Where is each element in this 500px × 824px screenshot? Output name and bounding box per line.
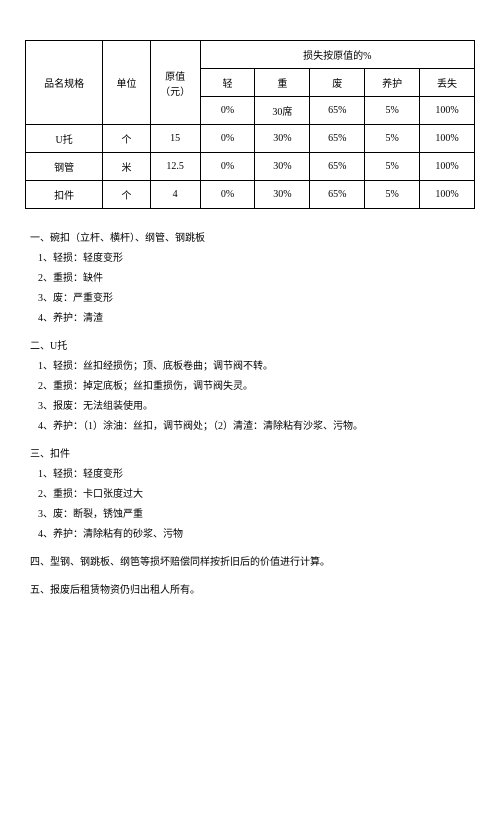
list-item: 4、养护：清除粘有的砂浆、污物 (30, 525, 475, 544)
list-item: 1、轻损：丝扣经损伤；顶、底板卷曲；调节阀不转。 (30, 357, 475, 376)
cell-spec: U托 (26, 125, 103, 153)
cell-val: 30% (255, 153, 310, 181)
th-rate: 100% (420, 97, 475, 125)
cell-val: 0% (200, 153, 255, 181)
cell-val: 65% (310, 125, 365, 153)
cell-orig: 4 (150, 181, 200, 209)
list-item: 2、重损：卡口张度过大 (30, 485, 475, 504)
list-item: 3、废：严重变形 (30, 289, 475, 308)
cell-val: 5% (365, 153, 420, 181)
section-title: 三、扣件 (30, 445, 475, 464)
th-col: 废 (310, 69, 365, 97)
cell-val: 0% (200, 181, 255, 209)
list-item: 2、重损：缺件 (30, 269, 475, 288)
section-title: 四、型钢、钢跳板、纲笆等损坏赔偿同样按折旧后的价值进行计算。 (30, 553, 475, 572)
cell-val: 100% (420, 181, 475, 209)
list-item: 1、轻损：轻度变形 (30, 465, 475, 484)
list-item: 4、养护：（1）涂油：丝扣，调节阀处；（2）清渣：清除粘有沙浆、污物。 (30, 417, 475, 436)
th-rate: 5% (365, 97, 420, 125)
th-unit: 单位 (103, 41, 150, 125)
list-item: 3、报废：无法组装使用。 (30, 397, 475, 416)
th-col: 养护 (365, 69, 420, 97)
th-spec: 品名规格 (26, 41, 103, 125)
list-item: 2、重损：掉定底板；丝扣重损伤，调节阀失灵。 (30, 377, 475, 396)
cell-val: 5% (365, 181, 420, 209)
th-loss-header: 损失按原值的% (200, 41, 474, 69)
th-orig: 原值（元） (150, 41, 200, 125)
cell-unit: 米 (103, 153, 150, 181)
th-col: 丢失 (420, 69, 475, 97)
section-title: 一、碗扣（立杆、横杆）、纲管、钢跳板 (30, 229, 475, 248)
table-row: 扣件 个 4 0% 30% 65% 5% 100% (26, 181, 475, 209)
th-rate: 30席 (255, 97, 310, 125)
th-rate: 65% (310, 97, 365, 125)
cell-val: 100% (420, 125, 475, 153)
cell-orig: 12.5 (150, 153, 200, 181)
cell-val: 30% (255, 125, 310, 153)
cell-unit: 个 (103, 125, 150, 153)
list-item: 3、废：断裂，锈蚀严重 (30, 505, 475, 524)
list-item: 4、养护：清渣 (30, 309, 475, 328)
cell-spec: 钢管 (26, 153, 103, 181)
section-title: 五、报废后租赁物资仍归出租人所有。 (30, 581, 475, 600)
cell-val: 100% (420, 153, 475, 181)
table-row: U托 个 15 0% 30% 65% 5% 100% (26, 125, 475, 153)
cell-spec: 扣件 (26, 181, 103, 209)
th-col: 轻 (200, 69, 255, 97)
loss-rate-table: 品名规格 单位 原值（元） 损失按原值的% 轻 重 废 养护 丢失 0% 30席… (25, 40, 475, 209)
damage-notes: 一、碗扣（立杆、横杆）、纲管、钢跳板 1、轻损：轻度变形 2、重损：缺件 3、废… (25, 229, 475, 600)
cell-unit: 个 (103, 181, 150, 209)
th-col: 重 (255, 69, 310, 97)
cell-val: 65% (310, 153, 365, 181)
cell-val: 65% (310, 181, 365, 209)
table-row: 钢管 米 12.5 0% 30% 65% 5% 100% (26, 153, 475, 181)
cell-val: 5% (365, 125, 420, 153)
section-title: 二、U托 (30, 337, 475, 356)
cell-val: 0% (200, 125, 255, 153)
cell-orig: 15 (150, 125, 200, 153)
cell-val: 30% (255, 181, 310, 209)
th-rate: 0% (200, 97, 255, 125)
list-item: 1、轻损：轻度变形 (30, 249, 475, 268)
